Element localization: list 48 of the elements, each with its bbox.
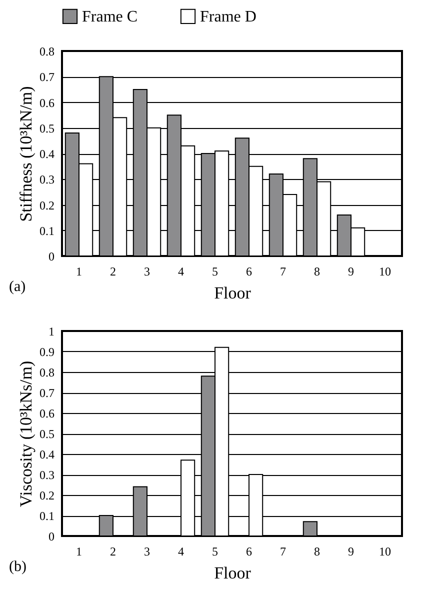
y-tick-label: 0.5 (40, 427, 54, 441)
x-tick-label: 1 (76, 264, 82, 278)
y-tick-label: 0.2 (40, 488, 54, 502)
y-tick-label: 0.8 (40, 44, 54, 58)
x-tick-label: 9 (348, 264, 354, 278)
x-tick-label: 8 (314, 544, 320, 558)
x-tick-label: 3 (144, 544, 150, 558)
y-tick-label: 0.2 (40, 198, 54, 212)
x-tick-label: 8 (314, 264, 320, 278)
x-tick-label: 4 (178, 544, 184, 558)
x-tick-label: 5 (212, 264, 218, 278)
x-tick-label: 7 (280, 264, 286, 278)
x-axis-title: Floor (214, 564, 252, 582)
y-tick-label: 0.5 (40, 121, 54, 136)
y-tick-label: 0.8 (40, 366, 54, 380)
x-tick-label: 10 (379, 544, 391, 558)
y-tick-label: 0.4 (40, 448, 54, 462)
x-tick-label: 10 (379, 264, 391, 278)
x-tick-label: 2 (110, 264, 116, 278)
y-tick-label: 0.3 (40, 468, 54, 482)
x-tick-label: 4 (178, 264, 184, 278)
y-tick-label: 0.4 (40, 147, 54, 161)
x-tick-label: 3 (144, 264, 150, 278)
text: (b) (9, 559, 26, 575)
y-tick-label: 0.7 (40, 386, 54, 400)
x-axis-title: Floor (214, 284, 252, 302)
x-tick-label: 7 (280, 544, 286, 558)
y-axis-title: Stiffness (10³kN/m) (16, 86, 36, 222)
y-tick-label: 0 (48, 250, 54, 264)
y-tick-label: 0.6 (40, 406, 54, 420)
y-tick-label: 0.3 (40, 172, 54, 187)
x-tick-label: 9 (348, 544, 354, 558)
legend-label: Frame C (82, 8, 138, 26)
legend-label: Frame D (200, 8, 256, 26)
y-tick-label: 0 (48, 530, 54, 544)
x-tick-label: 2 (110, 544, 116, 558)
y-axis-title: Viscosity (10³kNs/m) (16, 360, 36, 508)
x-tick-label: 6 (246, 544, 252, 558)
y-tick-label: 1 (48, 324, 54, 338)
y-tick-label: 0.6 (40, 96, 54, 110)
y-tick-label: 0.1 (40, 509, 54, 523)
y-tick-label: 0.9 (40, 345, 54, 359)
x-tick-label: 6 (246, 264, 252, 278)
y-tick-label: 0.7 (40, 70, 54, 84)
y-tick-label: 0.1 (40, 224, 54, 238)
x-tick-label: 5 (212, 544, 218, 558)
text: (a) (9, 279, 26, 295)
x-tick-label: 1 (76, 544, 82, 558)
